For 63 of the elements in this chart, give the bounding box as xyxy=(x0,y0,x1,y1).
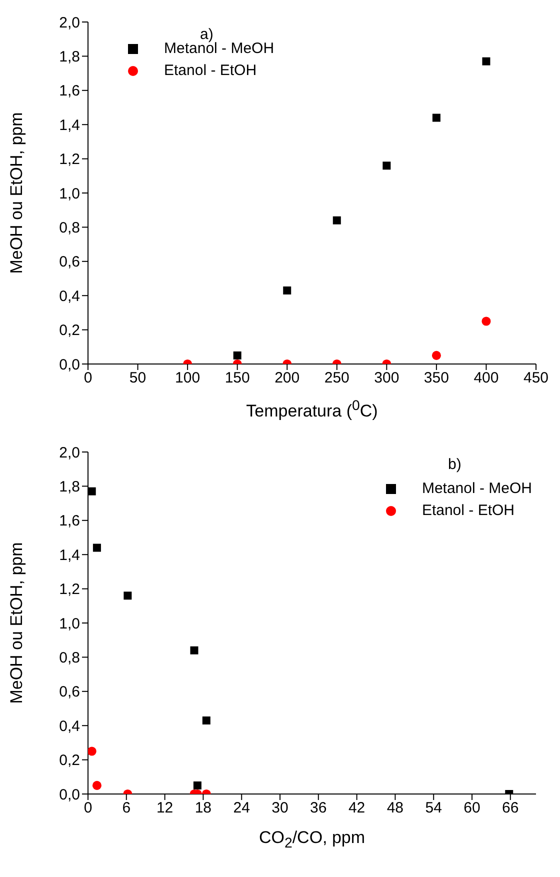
x-tick-label: 200 xyxy=(274,370,300,387)
y-tick-label: 1,8 xyxy=(59,48,80,66)
x-tick-label: 18 xyxy=(194,800,212,817)
x-tick-label: 350 xyxy=(424,370,449,387)
x-tick-label: 36 xyxy=(310,800,327,817)
x-tick-label: 6 xyxy=(122,800,131,817)
y-tick-label: 0,4 xyxy=(59,288,80,305)
x-tick-label: 12 xyxy=(156,800,174,817)
y-tick-label: 1,4 xyxy=(59,546,80,564)
y-tick-label: 0,0 xyxy=(59,786,80,804)
y-tick-label: 1,2 xyxy=(59,151,80,168)
point xyxy=(382,162,391,170)
x-tick-label: 100 xyxy=(175,370,200,387)
y-axis-title: MeOH ou EtOH, ppm xyxy=(7,112,26,274)
y-tick-label: 0,6 xyxy=(59,254,80,271)
legend-label: Etanol - EtOH xyxy=(164,61,257,81)
point xyxy=(202,716,210,724)
y-tick-label: 2,0 xyxy=(59,444,80,462)
y-tick-label: 0,8 xyxy=(59,650,80,667)
y-tick-label: 0,4 xyxy=(59,718,80,735)
x-tick-label: 24 xyxy=(233,800,250,817)
point xyxy=(482,57,490,66)
annotation: b) xyxy=(448,456,462,473)
y-tick-label: 1,0 xyxy=(59,185,80,202)
y-tick-label: 0,2 xyxy=(59,752,80,770)
y-tick-label: 2,0 xyxy=(59,14,80,32)
point xyxy=(283,286,292,294)
legend-label: Etanol - EtOH xyxy=(422,501,514,521)
y-tick-label: 0,2 xyxy=(59,322,80,340)
y-tick-label: 0,8 xyxy=(59,220,80,237)
y-tick-label: 1,2 xyxy=(59,581,80,598)
x-axis-title: CO$_{2}$/CO, ppm xyxy=(258,828,366,852)
x-tick-label: 450 xyxy=(523,370,549,387)
point xyxy=(88,487,96,496)
point xyxy=(332,216,341,224)
y-tick-label: 1,0 xyxy=(59,615,80,632)
x-axis-title: Temperatura ($^{0}$C) xyxy=(245,398,379,422)
x-tick-label: 300 xyxy=(374,370,400,387)
x-tick-label: 66 xyxy=(502,800,519,817)
x-tick-label: 0 xyxy=(84,370,92,387)
y-tick-label: 1,6 xyxy=(59,82,80,100)
x-tick-label: 50 xyxy=(129,370,146,387)
x-tick-label: 42 xyxy=(348,800,366,817)
x-tick-label: 48 xyxy=(386,800,404,817)
point xyxy=(92,544,101,552)
y-tick-label: 0,0 xyxy=(59,356,80,374)
point xyxy=(190,646,198,654)
y-tick-label: 1,6 xyxy=(59,512,80,530)
point xyxy=(432,114,440,122)
x-tick-label: 150 xyxy=(224,370,250,387)
x-tick-label: 250 xyxy=(324,370,350,387)
point xyxy=(124,592,132,600)
annotation: a) xyxy=(200,26,214,43)
x-tick-label: 54 xyxy=(425,800,442,817)
legend-label: Metanol - MeOH xyxy=(422,479,532,499)
x-tick-label: 400 xyxy=(474,370,499,387)
x-tick-label: 30 xyxy=(272,800,288,817)
y-tick-label: 1,8 xyxy=(59,478,80,496)
y-axis-title: MeOH ou EtOH, ppm xyxy=(7,542,26,704)
x-tick-label: 60 xyxy=(464,800,480,817)
x-tick-label: 0 xyxy=(84,800,92,817)
y-tick-label: 1,4 xyxy=(59,116,80,134)
y-tick-label: 0,6 xyxy=(59,684,80,701)
